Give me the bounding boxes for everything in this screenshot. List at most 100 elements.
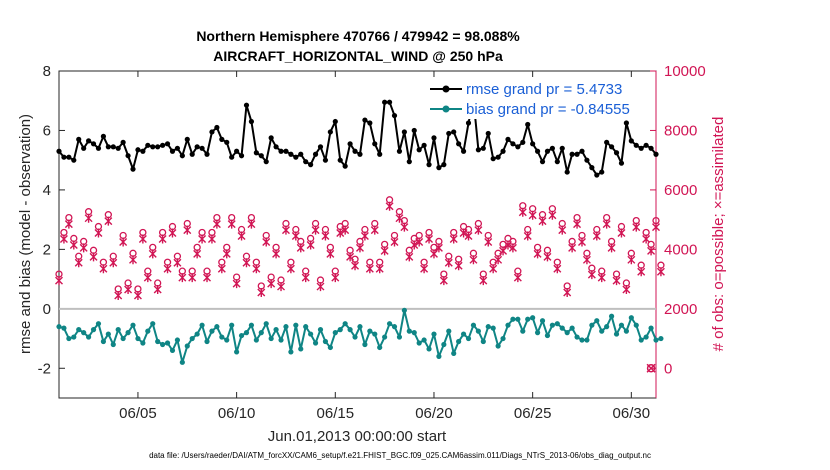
bias-point (480, 338, 486, 345)
bias-point (110, 341, 116, 348)
obs-assimilated-point (336, 228, 345, 238)
rmse-point (594, 172, 600, 178)
bias-point (145, 328, 151, 334)
obs-assimilated-point (143, 273, 152, 283)
obs-assimilated-point (153, 285, 162, 295)
obs-assimilated-point (138, 234, 147, 244)
rmse-point (396, 148, 403, 154)
y-right-tick-label: 2000 (664, 301, 697, 318)
rmse-point (337, 157, 343, 163)
x-tick-label: 06/15 (317, 405, 355, 422)
bias-point (194, 331, 200, 337)
bias-point (421, 337, 427, 343)
obs-assimilated-point (474, 225, 483, 235)
bias-point (599, 328, 605, 334)
rmse-point (421, 142, 427, 148)
rmse-point (140, 148, 146, 154)
rmse-point (569, 151, 575, 157)
bias-point (431, 331, 437, 337)
bias-point (120, 335, 126, 342)
rmse-point (169, 148, 176, 154)
obs-assimilated-point (129, 255, 138, 265)
rmse-point (589, 165, 595, 171)
bias-point (401, 307, 407, 313)
x-axis-label: Jun.01,2013 00:00:00 start (268, 428, 447, 445)
rmse-point (520, 139, 526, 145)
bias-point (510, 316, 516, 322)
rmse-point (643, 142, 649, 148)
obs-assimilated-point (439, 276, 448, 286)
bias-point (658, 335, 664, 342)
bias-point (451, 350, 457, 357)
rmse-point (495, 154, 501, 160)
bias-point (500, 335, 506, 342)
obs-assimilated-point (479, 276, 488, 286)
rmse-point (465, 120, 472, 126)
bias-point (179, 359, 185, 365)
bias-point (628, 315, 634, 321)
obs-assimilated-point (637, 267, 646, 277)
obs-assimilated-point (316, 282, 325, 292)
bias-point (243, 330, 250, 336)
obs-assimilated-point (148, 249, 157, 259)
bias-point (377, 344, 383, 351)
obs-assimilated-point (267, 279, 276, 289)
bias-point (224, 337, 230, 343)
bias-point (391, 324, 398, 330)
bias-point (465, 335, 472, 342)
bias-point (579, 337, 585, 343)
obs-assimilated-point (375, 264, 384, 274)
bias-point (608, 313, 615, 319)
rmse-point (71, 157, 77, 163)
rmse-point (90, 141, 97, 147)
rmse-point (312, 151, 319, 157)
obs-assimilated-point (627, 255, 636, 265)
obs-assimilated-point (558, 225, 567, 235)
obs-assimilated-point (163, 264, 172, 274)
bias-point (396, 334, 403, 340)
obs-assimilated-point (178, 273, 187, 283)
y-axis-left-label: rmse and bias (model - observation) (17, 114, 34, 354)
y-left-tick-label: 2 (43, 241, 51, 258)
rmse-point (436, 165, 442, 171)
obs-assimilated-point (365, 264, 374, 274)
obs-assimilated-point (188, 273, 197, 283)
bias-point (100, 338, 107, 345)
rmse-point (510, 141, 516, 147)
obs-assimilated-point (89, 252, 98, 262)
obs-assimilated-point (573, 219, 582, 229)
bias-point (209, 328, 215, 334)
obs-assimilated-point (464, 231, 473, 241)
rmse-point (298, 151, 304, 157)
obs-assimilated-point (385, 201, 394, 211)
bias-point (278, 337, 284, 343)
rmse-point (155, 144, 161, 150)
bias-point (298, 346, 304, 352)
bias-point (248, 322, 255, 328)
rmse-point (426, 162, 432, 168)
obs-assimilated-point (242, 258, 251, 268)
bias-point (214, 324, 220, 330)
obs-assimilated-point (513, 273, 522, 283)
rmse-point (401, 129, 407, 135)
bias-point (643, 334, 649, 340)
obs-assimilated-point (642, 234, 651, 244)
bias-point (456, 338, 462, 345)
rmse-point (209, 129, 215, 135)
obs-assimilated-point (656, 267, 665, 277)
rmse-point (115, 145, 121, 151)
rmse-point (534, 148, 541, 154)
rmse-point (584, 157, 590, 163)
obs-assimilated-point (158, 234, 167, 244)
obs-assimilated-point (301, 273, 310, 283)
obs-assimilated-point (227, 219, 236, 229)
rmse-point (56, 148, 62, 154)
obs-assimilated-point (311, 225, 320, 235)
y-right-tick-label: 6000 (664, 182, 697, 199)
bias-point (86, 334, 92, 340)
rmse-point (100, 133, 107, 139)
bias-point (288, 349, 294, 355)
obs-assimilated-point (222, 249, 231, 259)
rmse-point (308, 162, 314, 168)
bias-point (367, 328, 373, 334)
